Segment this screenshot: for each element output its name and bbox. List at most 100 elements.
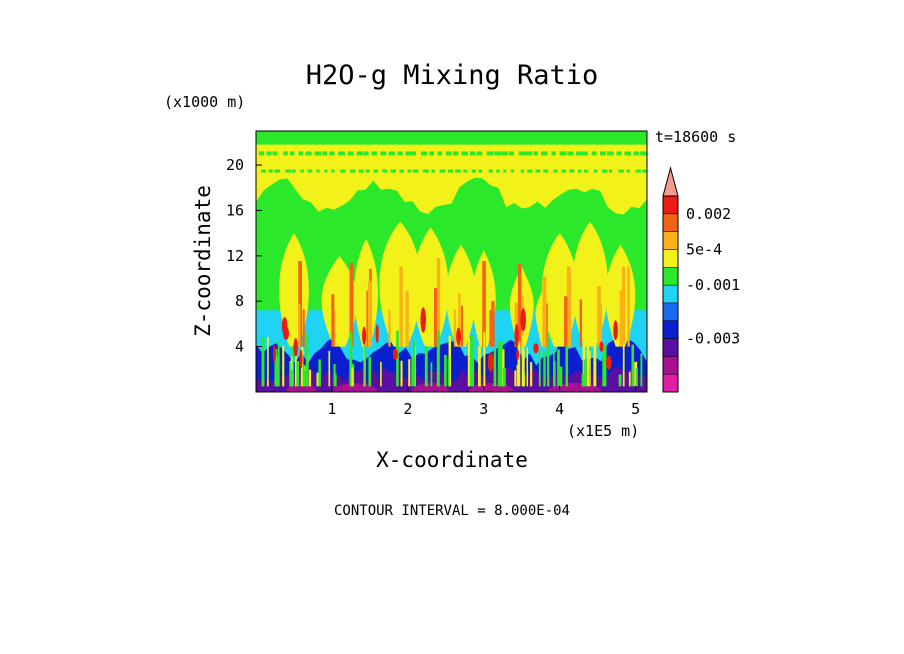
green-dot [551, 151, 556, 156]
hot-spot [420, 307, 426, 333]
plume-core [627, 266, 630, 347]
green-dot [445, 151, 452, 156]
streak [559, 366, 563, 387]
streak [351, 367, 354, 387]
hot-spot [272, 345, 277, 363]
green-dot [316, 169, 320, 173]
green-dot [314, 151, 322, 156]
green-dot [593, 169, 598, 173]
streak [543, 351, 546, 387]
plume-core [621, 266, 626, 347]
magenta-patch [331, 383, 378, 392]
plume-core [399, 266, 403, 347]
green-dot [331, 169, 335, 173]
y-axis: 4 8 12 16 20 [226, 156, 262, 356]
green-dot [486, 151, 494, 156]
plume-core [564, 296, 568, 347]
green-dot [371, 151, 378, 156]
colorbar-swatch [662, 284, 679, 304]
x-unit-label: (x1E5 m) [567, 422, 639, 440]
streak [261, 349, 264, 387]
green-dot [340, 169, 346, 173]
green-dot [503, 169, 507, 173]
streak [631, 344, 635, 387]
green-dot [399, 169, 404, 173]
plume-core [482, 261, 486, 347]
plume-core [433, 288, 438, 347]
green-dot [642, 169, 647, 173]
plume-core [545, 303, 548, 347]
streak [516, 364, 519, 387]
green-dot [581, 151, 588, 156]
hot-spot [520, 308, 526, 332]
green-dot [390, 169, 397, 173]
streak [316, 372, 319, 387]
green-dot [583, 169, 588, 173]
green-dot [461, 151, 468, 156]
green-dot [559, 151, 567, 156]
green-dot [469, 151, 476, 156]
streak [308, 369, 312, 387]
green-dot [431, 169, 436, 173]
green-dot [476, 151, 483, 156]
green-dot [382, 169, 388, 173]
layer-green-top [256, 131, 647, 145]
streak [517, 341, 521, 387]
streak [493, 348, 497, 387]
x-tick-label: 3 [479, 400, 488, 418]
plume-core [542, 276, 547, 347]
plume-core [566, 266, 571, 347]
colorbar-label: 5e-4 [686, 240, 722, 258]
plume-core [491, 300, 495, 347]
hot-spot [392, 348, 398, 360]
plume-core [349, 263, 354, 347]
green-dot [405, 151, 413, 156]
green-dot [575, 151, 582, 156]
green-dot [388, 151, 396, 156]
streak [408, 366, 411, 387]
streak [553, 349, 555, 387]
plume-core [460, 305, 464, 347]
streak [305, 333, 309, 387]
green-dot [407, 169, 412, 173]
green-dot [380, 151, 387, 156]
streak [640, 353, 643, 387]
streak [470, 335, 474, 387]
green-dot [455, 169, 461, 173]
plume-core [388, 310, 391, 347]
colorbar-swatch [662, 338, 679, 357]
streak [547, 332, 550, 387]
plume-core [302, 309, 305, 347]
contour-field [256, 131, 647, 392]
green-dot [307, 169, 313, 173]
green-dot [618, 169, 624, 173]
hot-spot [362, 326, 367, 345]
hot-spot [533, 343, 539, 354]
colorbar-swatch [662, 267, 679, 286]
green-dot [508, 151, 515, 156]
hot-spot [375, 324, 379, 344]
green-dot [272, 151, 278, 156]
streak [565, 345, 568, 387]
green-dot [324, 169, 328, 173]
colorbar-label: -0.003 [686, 330, 740, 348]
green-dot [626, 169, 630, 173]
streak [478, 345, 481, 387]
green-dot [616, 151, 622, 156]
green-dot [421, 151, 428, 156]
green-dot [494, 151, 501, 156]
streak [294, 336, 297, 387]
colorbar-swatch [662, 373, 679, 393]
plume [446, 244, 476, 347]
time-label: t=18600 s [655, 128, 736, 146]
green-dot [520, 169, 525, 173]
green-dot [268, 169, 273, 173]
green-dot [624, 151, 631, 156]
contour-interval-label: CONTOUR INTERVAL = 8.000E-04 [334, 503, 570, 519]
green-dot [283, 151, 288, 156]
streak [267, 336, 269, 387]
plume-core [458, 293, 461, 347]
green-dot [365, 169, 370, 173]
colorbar-swatch [662, 356, 679, 375]
